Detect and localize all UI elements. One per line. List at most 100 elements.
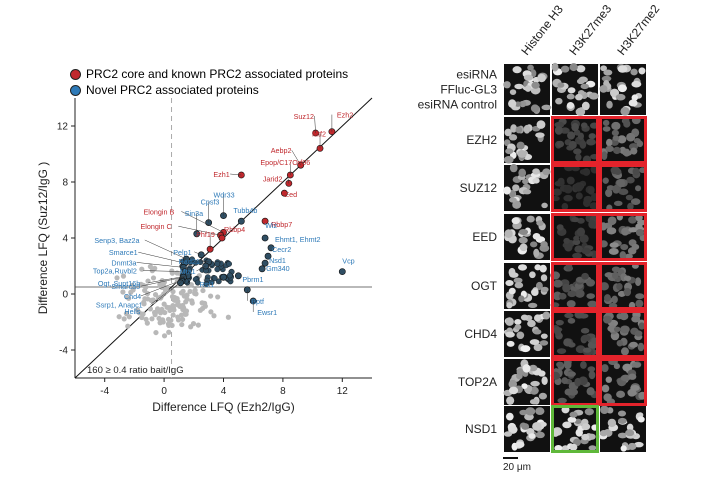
nucleus: [637, 416, 645, 423]
nucleus: [617, 417, 627, 425]
nucleus: [509, 272, 519, 278]
nucleus: [588, 219, 596, 229]
nucleus: [526, 215, 535, 223]
reduced-signal-box: [599, 262, 647, 310]
nucleus: [628, 216, 637, 224]
nucleus: [604, 294, 611, 302]
novel-point-label: Ssrp1, Anapc1: [96, 300, 143, 309]
nucleus: [580, 361, 587, 369]
background-point: [150, 275, 157, 281]
nucleus: [560, 127, 570, 134]
nucleus: [514, 83, 524, 90]
y-tick-label: -4: [59, 346, 68, 357]
nucleus: [573, 183, 584, 192]
nucleus: [616, 283, 623, 291]
nucleus: [563, 194, 573, 202]
reduced-signal-box: [551, 164, 599, 212]
nucleus: [512, 200, 522, 209]
reduced-signal-box: [599, 310, 647, 358]
nucleus: [503, 156, 514, 164]
novel-leader-line: [196, 265, 206, 272]
micrograph-panel: [600, 358, 647, 405]
nucleus: [613, 326, 621, 333]
background-point: [166, 329, 172, 335]
nucleus: [576, 227, 586, 237]
known-point-label: Aebp2: [271, 146, 292, 155]
nucleus: [575, 107, 586, 117]
nucleus: [609, 242, 619, 248]
nucleus: [606, 227, 617, 235]
micrograph-panel: [599, 213, 647, 260]
nucleus: [557, 177, 565, 186]
background-point: [124, 294, 130, 300]
nucleus: [514, 324, 522, 330]
nucleus: [599, 85, 608, 93]
nucleus: [508, 379, 518, 389]
background-point: [130, 287, 136, 293]
novel-point-label: Top2a,Ruvbl2: [93, 267, 137, 276]
nucleus: [588, 370, 596, 380]
nucleus: [520, 314, 529, 321]
nucleus: [631, 94, 638, 101]
nucleus: [552, 188, 562, 196]
nucleus: [534, 264, 542, 271]
nucleus: [611, 295, 618, 304]
nucleus: [576, 78, 585, 85]
micrograph-panel: [599, 116, 646, 163]
novel-point-label: Dnmt3a: [111, 258, 136, 267]
nucleus: [613, 146, 621, 155]
micrograph-panel: [551, 310, 598, 357]
nucleus: [617, 410, 627, 417]
nucleus: [566, 101, 575, 109]
novel-point-label: Mta1: [180, 267, 196, 276]
micrograph-panel: [550, 359, 598, 405]
background-point: [179, 321, 185, 328]
novel-point-label: Sin3a: [185, 209, 203, 218]
nucleus: [516, 331, 525, 340]
background-point: [187, 288, 193, 295]
nucleus: [612, 185, 621, 194]
nucleus: [533, 314, 542, 322]
nucleus: [533, 329, 542, 335]
novel-leader-line: [150, 281, 183, 305]
nucleus: [522, 364, 531, 373]
background-point: [114, 275, 120, 281]
micrograph-panel: [552, 213, 599, 261]
nucleus: [635, 293, 645, 300]
nucleus: [618, 188, 629, 196]
nucleus: [508, 134, 518, 141]
nucleus: [620, 445, 627, 452]
reduced-signal-box: [551, 262, 599, 310]
background-point: [166, 304, 172, 311]
nucleus: [574, 377, 582, 387]
nucleus: [503, 186, 511, 195]
nucleus: [557, 82, 565, 88]
nucleus: [528, 364, 538, 372]
nucleus: [508, 197, 517, 203]
micrograph-panel: [503, 359, 550, 405]
nucleus: [637, 342, 645, 352]
row-label: esiRNA: [456, 68, 497, 82]
novel-point-label: Ogt, Supt16h: [98, 279, 140, 288]
nucleus: [532, 233, 541, 240]
cluster-point: [214, 260, 221, 267]
nucleus: [610, 166, 620, 175]
micrograph-panel: [503, 64, 552, 115]
cluster-point: [211, 275, 218, 282]
nucleus: [563, 338, 572, 347]
nucleus: [536, 220, 544, 227]
nucleus: [508, 425, 518, 434]
background-point: [174, 270, 180, 276]
known-point: [261, 217, 269, 225]
scale-bar-label: 20 μm: [503, 462, 531, 473]
nucleus: [580, 122, 588, 129]
nucleus: [585, 278, 596, 287]
novel-point-label: Nsd1: [269, 256, 286, 265]
cluster-point: [215, 278, 222, 285]
nucleus: [553, 279, 563, 288]
nucleus: [613, 200, 623, 207]
nucleus: [564, 312, 574, 319]
nucleus: [524, 85, 532, 92]
